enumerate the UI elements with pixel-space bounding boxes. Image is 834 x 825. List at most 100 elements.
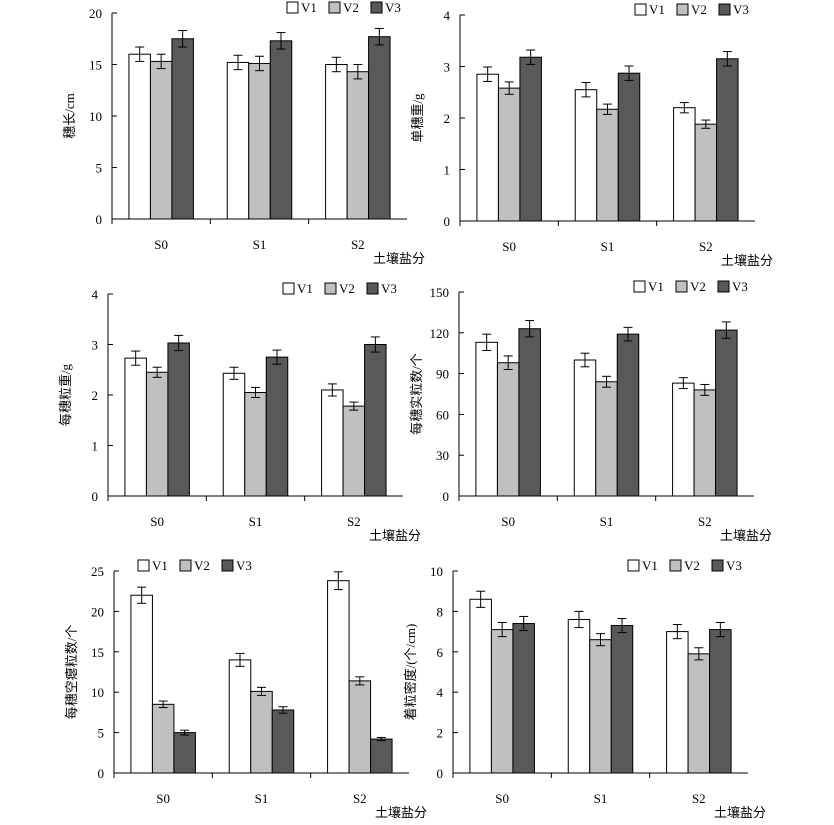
bar-v2-s0	[496, 362, 520, 497]
error-bar-v2-s1	[596, 633, 605, 647]
error-bar-v1-s0	[135, 46, 145, 62]
y-tick-label: 6	[437, 645, 444, 660]
error-bar-v3-s0	[519, 615, 529, 632]
y-tick-label: 0	[92, 489, 99, 504]
x-tick-label: S0	[156, 791, 170, 806]
y-tick-label: 2	[437, 726, 444, 741]
y-axis-title: 单穗重/g	[410, 93, 425, 143]
bar-v3-s1	[265, 356, 289, 497]
chart-panel-6: 0 2 4 6 8 10 S0 S1 S2 土壤盐分 着粒密度/(个/cm) V1 V2 V3	[403, 558, 766, 820]
legend-label-v2: V2	[194, 558, 210, 573]
error-bar-v1-s0	[482, 333, 492, 351]
chart-panel-1: 0 5 10 15 20 S0 S1 S2 土壤盐分 穗长/cm V1 V2 V3	[62, 0, 425, 266]
bar-v1-s0	[469, 598, 492, 774]
error-bar-v1-s1	[580, 352, 590, 368]
legend: V1 V2 V3	[286, 0, 401, 15]
legend-label-v1: V1	[301, 0, 317, 15]
bar-v1-s1	[228, 659, 252, 774]
y-tick-label: 3	[92, 338, 99, 353]
x-tick-label: S2	[692, 791, 706, 806]
y-tick-label: 30	[436, 448, 449, 463]
y-tick-label: 120	[430, 326, 450, 341]
bar-v2-s1	[244, 391, 267, 497]
y-tick-label: 60	[436, 407, 449, 422]
error-bar-v2-s0	[152, 366, 162, 378]
bar-v2-s2	[693, 389, 717, 497]
error-bar-v3-s1	[278, 706, 288, 714]
bar-v2-s0	[149, 60, 173, 220]
x-axis-title: 土壤盐分	[369, 528, 421, 543]
legend-swatch-v3	[718, 3, 731, 16]
error-bar-v2-s0	[503, 355, 513, 371]
legend-label-v2: V2	[690, 279, 706, 294]
error-bar-v3-s0	[525, 320, 535, 338]
error-bar-v1-s2	[331, 56, 341, 73]
y-tick-label: 0	[444, 214, 451, 229]
legend-label-v3: V3	[732, 279, 748, 294]
legend-swatch-v1	[282, 282, 295, 295]
bar-v3-s0	[519, 56, 542, 222]
chart-panel-3: 0 1 2 3 4 S0 S1 S2 土壤盐分 每穗粒重/g V1 V2 V3	[58, 281, 421, 543]
bar-v2-s2	[342, 405, 366, 497]
legend-label-v2: V2	[339, 281, 355, 296]
bar-v2-s1	[248, 62, 271, 220]
x-tick-label: S0	[150, 514, 164, 529]
bar-v3-s0	[167, 342, 190, 497]
error-bar-v3-s1	[272, 349, 282, 365]
legend-swatch-v2	[669, 559, 682, 572]
error-bar-v3-s2	[722, 51, 732, 67]
error-bar-v2-s1	[251, 386, 260, 399]
y-tick-label: 15	[91, 645, 104, 660]
bar-v3-s1	[617, 72, 641, 222]
error-bar-v1-s0	[137, 586, 147, 604]
legend: V1 V2 V3	[282, 281, 397, 296]
bar-v1-s2	[666, 631, 689, 774]
error-bar-v3-s0	[178, 30, 188, 48]
bar-v3-s0	[173, 732, 196, 774]
y-tick-label: 150	[430, 285, 450, 300]
error-bar-v2-s1	[257, 686, 266, 696]
y-tick-label: 0	[98, 766, 105, 781]
y-tick-label: 8	[437, 604, 444, 619]
bar-v1-s0	[128, 53, 151, 220]
x-tick-label: S0	[501, 514, 515, 529]
bar-v2-s1	[595, 381, 618, 497]
x-axis-title: 土壤盐分	[373, 251, 425, 266]
y-tick-label: 10	[91, 685, 104, 700]
error-bar-v2-s2	[349, 401, 359, 411]
y-tick-label: 0	[96, 212, 103, 227]
y-tick-label: 1	[444, 163, 451, 178]
legend-label-v1: V1	[152, 558, 168, 573]
x-tick-label: S1	[601, 239, 615, 254]
error-bar-v1-s2	[678, 377, 688, 390]
error-bar-v3-s0	[174, 334, 184, 352]
bar-v2-s2	[348, 680, 372, 774]
legend-label-v3: V3	[726, 558, 742, 573]
error-bar-v3-s2	[721, 321, 731, 339]
error-bar-v2-s2	[701, 119, 711, 129]
bar-v3-s1	[616, 333, 640, 497]
error-bar-v1-s2	[333, 571, 343, 591]
y-axis-title: 每穗粒重/g	[58, 363, 73, 426]
error-bar-v2-s2	[355, 676, 365, 686]
legend-label-v2: V2	[343, 0, 359, 15]
bar-v1-s2	[325, 64, 348, 220]
bar-v1-s0	[476, 73, 499, 222]
legend-label-v3: V3	[733, 2, 749, 17]
legend-swatch-v3	[221, 559, 234, 572]
error-bar-v2-s1	[603, 103, 612, 115]
y-axis-title: 每穗实粒数/个	[409, 353, 424, 435]
bar-v1-s0	[130, 594, 153, 774]
legend-swatch-v1	[634, 3, 647, 16]
y-tick-label: 4	[437, 685, 444, 700]
y-tick-label: 4	[444, 8, 451, 23]
bar-v3-s1	[610, 625, 634, 774]
chart-panel-4: 0 30 60 90 120 150 S0 S1 S2 土壤盐分 每穗实粒数/个 V1 V2 V3	[409, 279, 772, 543]
y-tick-label: 90	[436, 367, 449, 382]
legend-swatch-v1	[286, 1, 299, 14]
error-bar-v3-s2	[374, 27, 384, 46]
bar-v1-s0	[124, 357, 147, 497]
bar-v1-s1	[226, 61, 250, 220]
bar-v2-s0	[490, 629, 514, 774]
error-bar-v3-s0	[526, 49, 536, 65]
